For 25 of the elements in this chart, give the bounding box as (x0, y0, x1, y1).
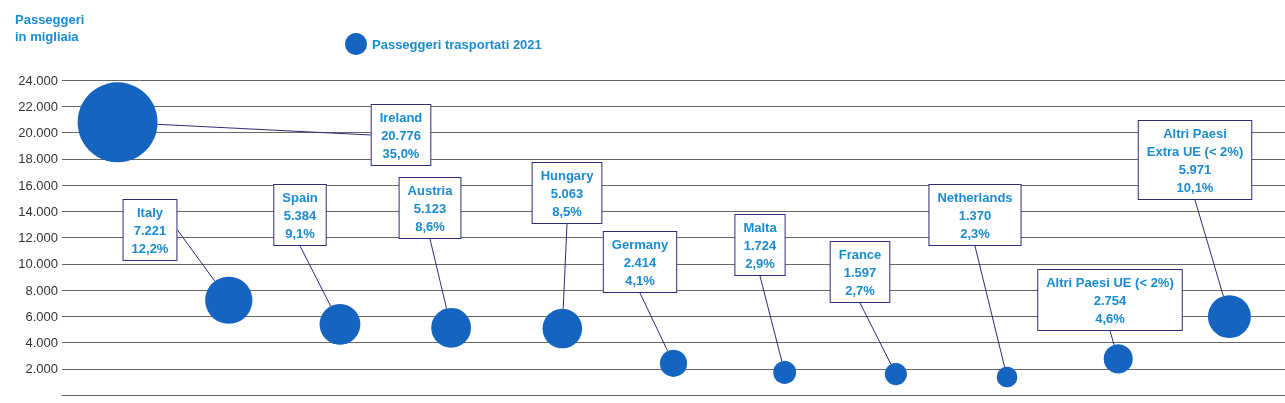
data-label: Netherlands 1.370 2,3% (937, 189, 1013, 241)
y-tick-label: 4.000 (25, 335, 58, 350)
y-tick-label: 6.000 (25, 308, 58, 324)
data-label: Hungary 5.063 8,5% (540, 167, 595, 219)
data-label: Germany 2.414 4,1% (611, 236, 669, 288)
y-tick-label: 18.000 (18, 151, 58, 167)
data-label: France 1.597 2,7% (838, 246, 882, 298)
y-tick-label: 2.000 (25, 361, 58, 377)
data-label: Italy 7.221 12,2% (131, 204, 169, 256)
y-tick-label: 16.000 (18, 177, 58, 193)
y-tick-label: 14.000 (18, 203, 58, 219)
y-tick-label: 24.000 (18, 72, 58, 88)
data-label: Altri Paesi UE (< 2%) 2.754 4,6% (1046, 274, 1174, 326)
data-label: Austria 5.123 8,6% (407, 182, 454, 234)
y-tick-label: 22.000 (18, 98, 58, 114)
y-axis-title: Passeggeri in migliaia (15, 12, 85, 44)
data-label: Spain 5.384 9,1% (282, 189, 318, 241)
y-tick-label: 10.000 (18, 256, 58, 272)
data-label: Malta 1.724 2,9% (743, 219, 778, 271)
y-tick-label: 12.000 (18, 230, 58, 245)
legend-label: Passeggeri trasportati 2021 (372, 36, 542, 52)
y-tick-label: 20.000 (18, 125, 58, 140)
data-label: Altri Paesi Extra UE (< 2%) 5.971 10,1% (1146, 125, 1244, 195)
y-tick-label: 8.000 (25, 282, 58, 298)
data-label: Ireland 20.776 35,0% (379, 109, 423, 161)
